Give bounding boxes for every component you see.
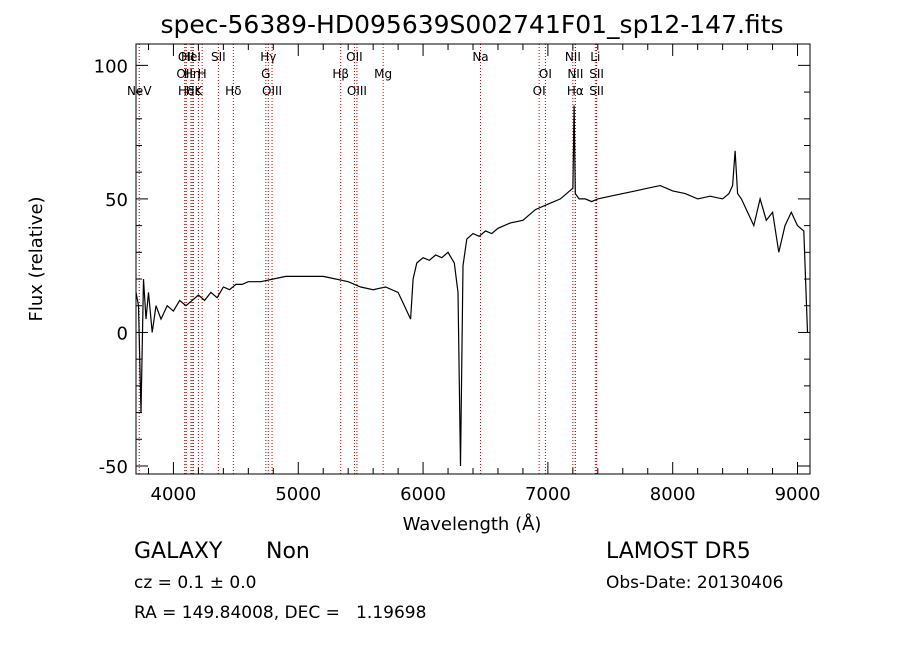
y-tick-label: -50 xyxy=(99,457,128,478)
line-label: SII xyxy=(211,50,226,64)
line-label: NII xyxy=(567,67,583,81)
line-label: Hγ xyxy=(260,50,276,64)
chart-title: spec-56389-HD095639S002741F01_sp12-147.f… xyxy=(160,10,783,39)
line-label: Li xyxy=(590,50,600,64)
y-tick-label: 100 xyxy=(94,56,128,77)
class-label: GALAXY xyxy=(134,539,223,564)
y-tick-label: 0 xyxy=(117,323,128,344)
line-label: OIII xyxy=(347,84,367,98)
emission-line-labels: NeV OII OII Hδ HeI Hη Hε HK SII Hδ Hγ G OIII OII Hβ OII… xyxy=(127,50,604,98)
line-label: NeV xyxy=(127,84,152,98)
subclass-label: Non xyxy=(266,539,310,564)
x-axis: 4000 5000 6000 7000 8000 9000 xyxy=(147,44,821,505)
line-label: Hδ xyxy=(225,84,241,98)
line-label: H xyxy=(198,67,207,81)
spectrum-series xyxy=(135,105,809,467)
radec-label: RA = 149.84008, DEC = 1.19698 xyxy=(134,603,427,623)
line-label: OII xyxy=(176,67,193,81)
x-tick-label: 8000 xyxy=(650,484,696,505)
line-label: NII xyxy=(565,50,581,64)
line-label: Hδ xyxy=(178,84,194,98)
x-tick-label: 5000 xyxy=(275,484,321,505)
line-label: G xyxy=(261,67,270,81)
y-axis-label: Flux (relative) xyxy=(26,196,47,321)
line-label: Hα xyxy=(567,84,584,98)
line-label: Na xyxy=(472,50,488,64)
line-label: OII xyxy=(178,50,195,64)
x-tick-label: 6000 xyxy=(400,484,446,505)
y-tick-label: 50 xyxy=(105,190,128,211)
line-label: Hη xyxy=(184,67,201,81)
line-label: Mg xyxy=(374,67,392,81)
line-label: SII xyxy=(589,67,604,81)
plot-frame xyxy=(135,43,811,475)
line-label: K xyxy=(194,84,203,98)
x-axis-label: Wavelength (Å) xyxy=(403,513,542,535)
survey-label: LAMOST DR5 xyxy=(606,539,751,564)
emission-line-markers xyxy=(138,44,598,474)
x-tick-label: 4000 xyxy=(151,484,197,505)
redshift-label: cz = 0.1 ± 0.0 xyxy=(134,573,257,593)
y-axis: -50 0 50 100 xyxy=(94,56,810,478)
line-label: OI xyxy=(539,67,552,81)
line-label: OI xyxy=(533,84,546,98)
x-tick-label: 9000 xyxy=(775,484,821,505)
line-label: Hβ xyxy=(332,67,349,81)
obs-date-label: Obs-Date: 20130406 xyxy=(606,573,784,593)
spectrum-line xyxy=(135,105,809,467)
line-label: OIII xyxy=(262,84,282,98)
line-label: SII xyxy=(589,84,604,98)
x-tick-label: 7000 xyxy=(525,484,571,505)
line-label: Hε xyxy=(186,84,202,98)
line-label: HeI xyxy=(181,50,201,64)
line-label: OII xyxy=(346,50,363,64)
